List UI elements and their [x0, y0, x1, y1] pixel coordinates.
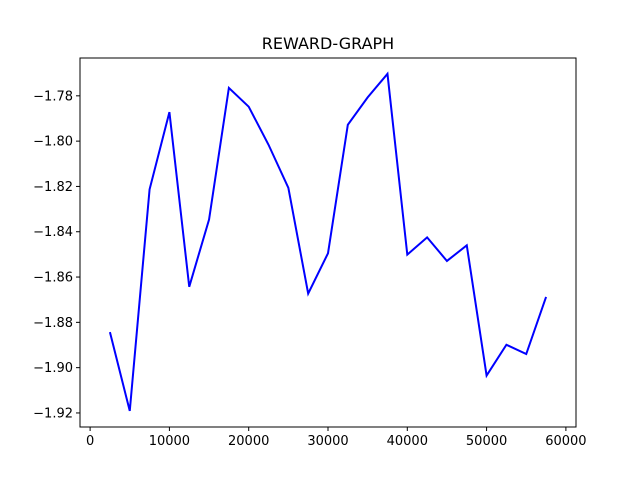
- x-tick-label: 10000: [149, 434, 190, 449]
- x-axis: 0 10000 20000 30000 40000 50000 60000: [86, 427, 587, 449]
- x-tick-label: 50000: [466, 434, 507, 449]
- y-axis: −1.92 −1.90 −1.88 −1.86 −1.84 −1.82 −1.80 −1.78: [33, 89, 80, 421]
- x-tick-label: 20000: [228, 434, 269, 449]
- y-tick-label: −1.84: [33, 225, 73, 240]
- series-line-0: [108, 71, 548, 412]
- y-tick-label: −1.90: [33, 361, 73, 376]
- y-tick-label: −1.86: [33, 271, 73, 286]
- y-tick-label: −1.82: [33, 180, 73, 195]
- x-tick-label: 30000: [307, 434, 348, 449]
- chart-title: REWARD-GRAPH: [262, 34, 394, 53]
- y-tick-label: −1.92: [33, 406, 73, 421]
- x-tick-label: 60000: [545, 434, 586, 449]
- x-tick-label: 0: [86, 434, 94, 449]
- y-tick-label: −1.88: [33, 316, 73, 331]
- x-tick-label: 40000: [387, 434, 428, 449]
- y-tick-label: −1.78: [33, 89, 73, 104]
- y-tick-label: −1.80: [33, 135, 73, 150]
- plot-area: [108, 71, 548, 412]
